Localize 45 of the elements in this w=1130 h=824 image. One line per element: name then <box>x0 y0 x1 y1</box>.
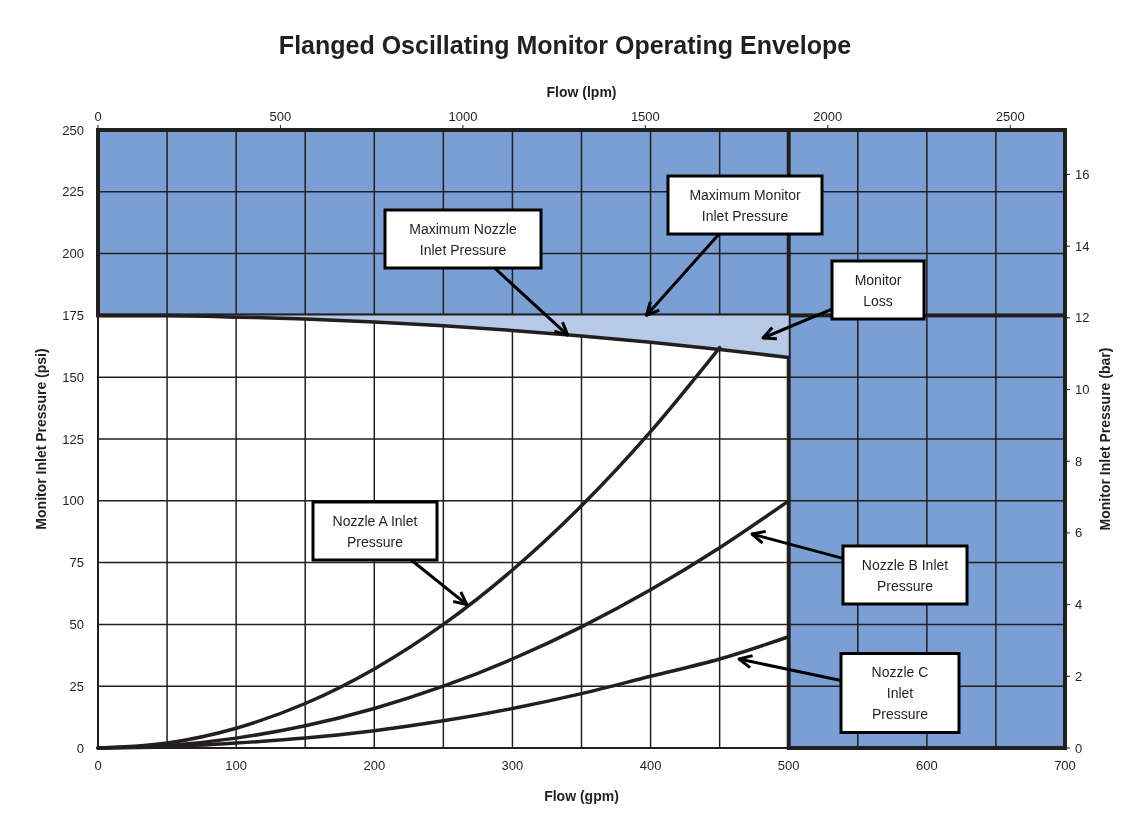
x2-tick-label: 2500 <box>995 109 1025 124</box>
y-tick-label: 25 <box>69 678 84 694</box>
annotation: Maximum Nozzle Inlet Pressure <box>409 220 517 258</box>
annotation: Nozzle B Inlet Pressure <box>861 556 949 594</box>
annotation: Monitor Loss <box>854 271 902 309</box>
y-tick-label: 100 <box>62 493 84 509</box>
x-axis-title: Flow (gpm) <box>544 788 619 804</box>
y2-tick-label: 12 <box>1075 310 1090 326</box>
y2-tick-label: 16 <box>1075 166 1090 182</box>
y2-tick-label: 14 <box>1075 238 1090 254</box>
y-tick-label: 150 <box>62 369 84 385</box>
y2-tick-label: 10 <box>1075 382 1090 398</box>
x-tick-label: 500 <box>777 758 800 773</box>
y-tick-label: 225 <box>62 184 84 200</box>
x2-axis-title: Flow (lpm) <box>546 84 617 100</box>
annotation: Maximum Monitor Inlet Pressure <box>689 186 801 224</box>
y-tick-label: 125 <box>62 431 84 447</box>
x2-tick-label: 500 <box>269 109 292 124</box>
chart-title: Flanged Oscillating Monitor Operating Envelope <box>278 31 852 59</box>
y2-tick-label: 6 <box>1075 525 1083 541</box>
x2-tick-label: 0 <box>94 109 102 124</box>
x-tick-label: 100 <box>225 758 247 773</box>
y-tick-label: 0 <box>76 740 84 756</box>
x2-tick-label: 1000 <box>448 109 478 124</box>
x-tick-label: 400 <box>639 758 662 773</box>
annotation: Nozzle A Inlet Pressure <box>332 512 418 550</box>
x-tick-label: 300 <box>501 758 524 773</box>
x2-tick-label: 1500 <box>630 109 660 124</box>
y2-tick-label: 8 <box>1075 453 1083 469</box>
x-tick-label: 0 <box>94 758 102 773</box>
y-tick-label: 200 <box>62 246 84 262</box>
y2-tick-label: 0 <box>1075 740 1083 756</box>
y-tick-label: 75 <box>69 555 84 571</box>
x-tick-label: 200 <box>363 758 386 773</box>
y2-axis-title: Monitor Inlet Pressure (bar) <box>1097 347 1113 531</box>
x-tick-label: 700 <box>1054 758 1076 773</box>
y-tick-label: 175 <box>62 307 84 323</box>
y-tick-label: 250 <box>62 122 84 138</box>
x2-tick-label: 2000 <box>813 109 843 124</box>
annotation: Nozzle C Inlet Pressure <box>871 664 929 722</box>
y-tick-label: 50 <box>69 616 84 632</box>
y-axis-title: Monitor Inlet Pressure (psi) <box>33 348 49 530</box>
y2-tick-label: 2 <box>1075 668 1083 684</box>
y2-tick-label: 4 <box>1075 597 1083 613</box>
x-tick-label: 600 <box>916 758 938 773</box>
